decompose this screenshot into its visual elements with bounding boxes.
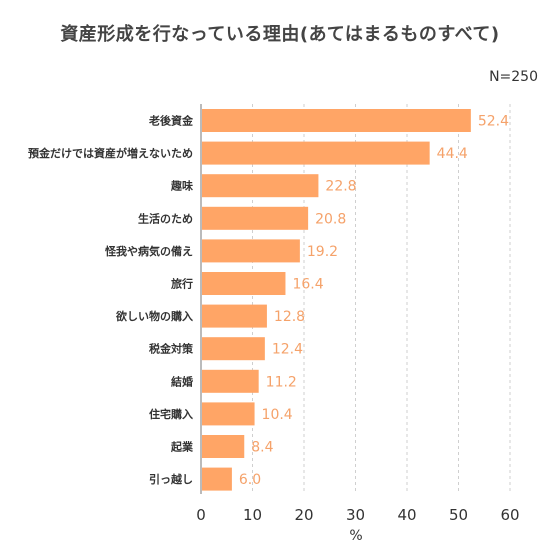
value-label: 11.2: [266, 374, 297, 390]
chart-title: 資産形成を行なっている理由(あてはまるものすべて): [60, 24, 500, 45]
bar: [201, 402, 255, 426]
category-labels: 老後資金預金だけでは資産が増えないため趣味生活のため怪我や病気の備え旅行欲しい物…: [28, 114, 194, 487]
category-label: 旅行: [171, 277, 193, 291]
value-label: 52.4: [478, 114, 509, 130]
category-label: 怪我や病気の備え: [105, 244, 193, 258]
bar: [201, 369, 259, 393]
bar: [201, 435, 245, 458]
category-label: 起業: [170, 440, 194, 454]
category-label: 結婚: [171, 374, 193, 388]
value-label: 16.4: [292, 277, 323, 293]
bar: [201, 174, 319, 198]
bar: [201, 109, 471, 132]
bar: [201, 141, 430, 165]
x-tick-label: 40: [397, 506, 416, 524]
x-tick-label: 60: [500, 506, 519, 524]
value-label: 12.4: [272, 342, 303, 358]
bar: [201, 467, 232, 491]
bar: [201, 337, 265, 361]
x-tick-label: 20: [294, 506, 313, 524]
x-tick-label: 0: [196, 506, 206, 524]
category-label: 欲しい物の購入: [115, 309, 193, 323]
category-label: 老後資金: [148, 114, 194, 128]
category-label: 住宅購入: [149, 407, 193, 421]
gridlines: [252, 104, 511, 494]
sample-size-note: N=250: [489, 69, 538, 85]
x-axis-ticks: 0 10 20 30 40 50 60: [196, 506, 519, 524]
category-label: 趣味: [170, 179, 193, 193]
value-label: 6.0: [239, 472, 261, 488]
bar: [201, 304, 267, 328]
bar: [201, 272, 286, 295]
category-label: 生活のため: [138, 211, 193, 225]
bar: [201, 239, 300, 263]
value-label: 10.4: [262, 407, 293, 423]
x-axis-label: %: [349, 528, 362, 544]
bar: [201, 206, 309, 230]
category-label: 引っ越し: [149, 472, 193, 486]
value-label: 19.2: [307, 244, 338, 260]
value-label: 22.8: [325, 179, 356, 195]
category-label: 税金対策: [149, 342, 194, 356]
value-label: 44.4: [437, 146, 468, 162]
value-label: 20.8: [315, 211, 346, 227]
x-tick-label: 10: [243, 506, 262, 524]
value-label: 8.4: [251, 440, 273, 456]
value-label: 12.8: [274, 309, 305, 325]
category-label: 預金だけでは資産が増えないため: [28, 146, 193, 160]
value-labels: 52.4 44.4 22.8 20.8 19.2 16.4 12.8 12.4 11.2 10.4…: [239, 114, 509, 489]
x-tick-label: 30: [346, 506, 365, 524]
bars: [201, 109, 471, 491]
x-tick-label: 50: [449, 506, 468, 524]
